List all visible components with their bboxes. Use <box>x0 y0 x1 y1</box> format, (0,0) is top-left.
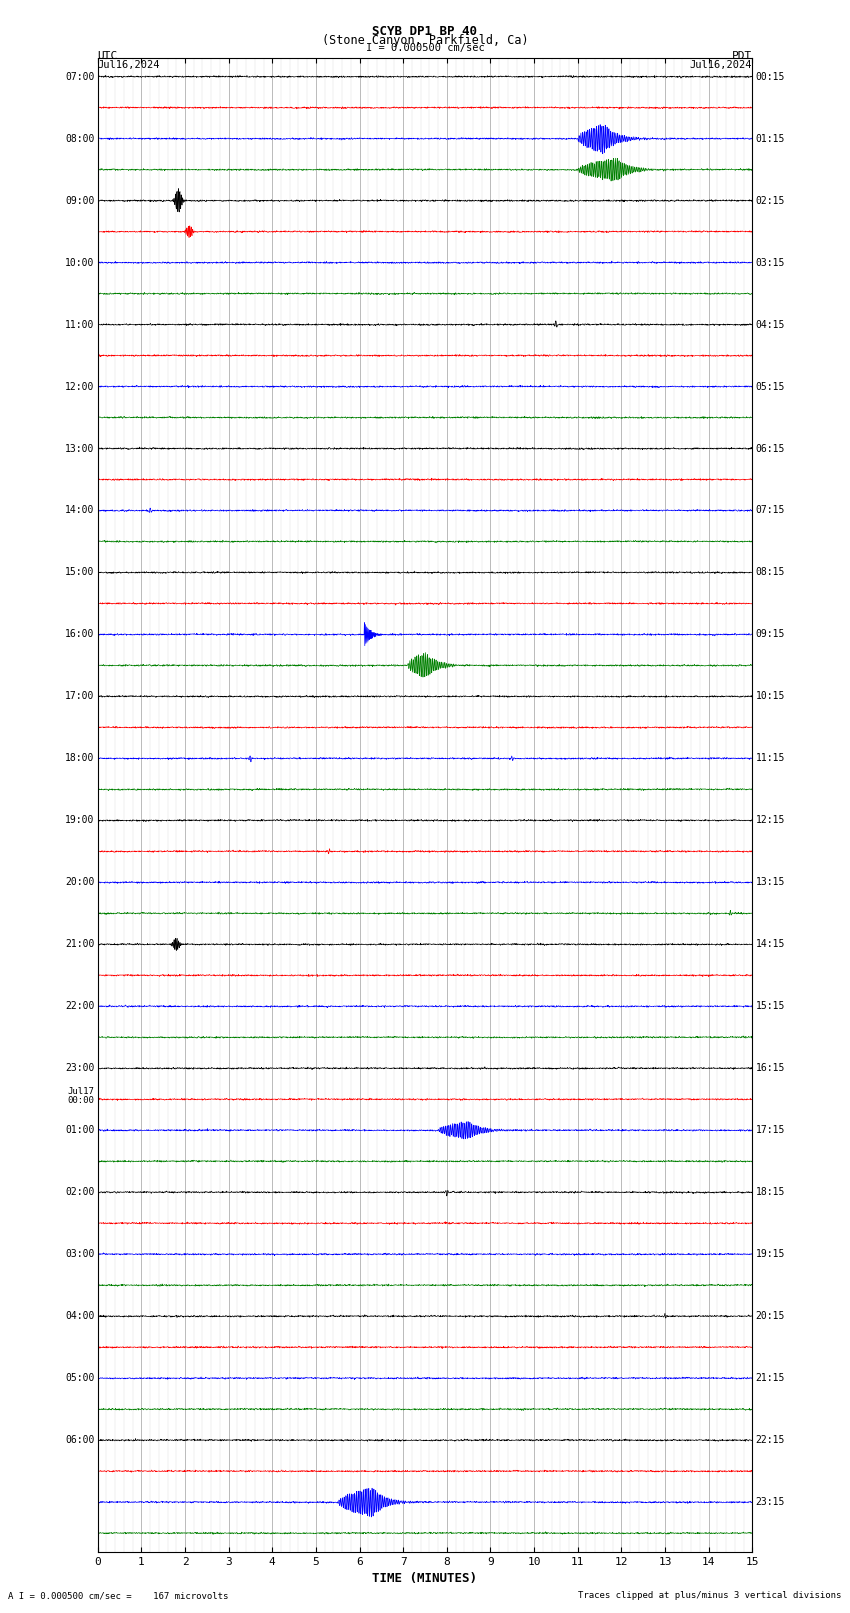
Text: (Stone Canyon, Parkfield, Ca): (Stone Canyon, Parkfield, Ca) <box>321 34 529 47</box>
Text: 01:15: 01:15 <box>756 134 785 144</box>
Text: Traces clipped at plus/minus 3 vertical divisions: Traces clipped at plus/minus 3 vertical … <box>578 1590 842 1600</box>
Text: 07:15: 07:15 <box>756 505 785 516</box>
Text: 20:15: 20:15 <box>756 1311 785 1321</box>
Text: 02:15: 02:15 <box>756 195 785 205</box>
X-axis label: TIME (MINUTES): TIME (MINUTES) <box>372 1573 478 1586</box>
Text: I = 0.000500 cm/sec: I = 0.000500 cm/sec <box>366 44 484 53</box>
Text: 01:00: 01:00 <box>65 1126 94 1136</box>
Text: 14:15: 14:15 <box>756 939 785 950</box>
Text: 00:15: 00:15 <box>756 71 785 82</box>
Text: 13:00: 13:00 <box>65 444 94 453</box>
Text: A I = 0.000500 cm/sec =    167 microvolts: A I = 0.000500 cm/sec = 167 microvolts <box>8 1590 229 1600</box>
Text: 21:00: 21:00 <box>65 939 94 950</box>
Text: 03:15: 03:15 <box>756 258 785 268</box>
Text: 12:00: 12:00 <box>65 382 94 392</box>
Text: 22:15: 22:15 <box>756 1436 785 1445</box>
Text: 11:15: 11:15 <box>756 753 785 763</box>
Text: 22:00: 22:00 <box>65 1002 94 1011</box>
Text: 08:00: 08:00 <box>65 134 94 144</box>
Text: 19:15: 19:15 <box>756 1248 785 1260</box>
Text: 11:00: 11:00 <box>65 319 94 329</box>
Text: 18:00: 18:00 <box>65 753 94 763</box>
Text: 05:00: 05:00 <box>65 1373 94 1384</box>
Text: 23:00: 23:00 <box>65 1063 94 1073</box>
Text: 14:00: 14:00 <box>65 505 94 516</box>
Text: 12:15: 12:15 <box>756 816 785 826</box>
Text: 09:00: 09:00 <box>65 195 94 205</box>
Text: 16:15: 16:15 <box>756 1063 785 1073</box>
Text: 07:00: 07:00 <box>65 71 94 82</box>
Text: 19:00: 19:00 <box>65 816 94 826</box>
Text: 20:00: 20:00 <box>65 877 94 887</box>
Text: 09:15: 09:15 <box>756 629 785 639</box>
Text: 08:15: 08:15 <box>756 568 785 577</box>
Text: 13:15: 13:15 <box>756 877 785 887</box>
Text: 21:15: 21:15 <box>756 1373 785 1384</box>
Text: 05:15: 05:15 <box>756 382 785 392</box>
Text: UTC: UTC <box>98 50 118 61</box>
Text: 16:00: 16:00 <box>65 629 94 639</box>
Text: Jul16,2024: Jul16,2024 <box>98 60 161 69</box>
Text: 15:15: 15:15 <box>756 1002 785 1011</box>
Text: 10:15: 10:15 <box>756 692 785 702</box>
Text: 06:00: 06:00 <box>65 1436 94 1445</box>
Text: 15:00: 15:00 <box>65 568 94 577</box>
Text: 06:15: 06:15 <box>756 444 785 453</box>
Text: 04:15: 04:15 <box>756 319 785 329</box>
Text: 02:00: 02:00 <box>65 1187 94 1197</box>
Text: 17:15: 17:15 <box>756 1126 785 1136</box>
Text: 10:00: 10:00 <box>65 258 94 268</box>
Text: Jul16,2024: Jul16,2024 <box>689 60 752 69</box>
Text: 03:00: 03:00 <box>65 1248 94 1260</box>
Text: 18:15: 18:15 <box>756 1187 785 1197</box>
Text: 23:15: 23:15 <box>756 1497 785 1507</box>
Text: 17:00: 17:00 <box>65 692 94 702</box>
Text: SCYB DP1 BP 40: SCYB DP1 BP 40 <box>372 24 478 39</box>
Text: Jul17: Jul17 <box>68 1087 94 1095</box>
Text: 00:00: 00:00 <box>68 1097 94 1105</box>
Text: PDT: PDT <box>732 50 752 61</box>
Text: 04:00: 04:00 <box>65 1311 94 1321</box>
